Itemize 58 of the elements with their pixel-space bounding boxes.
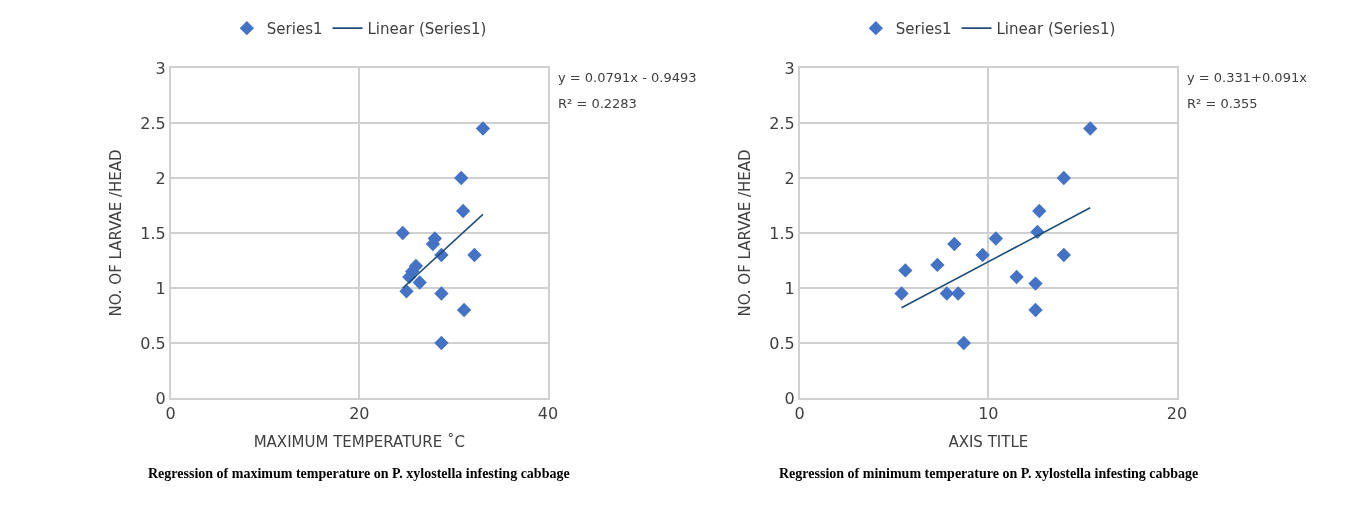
point — [975, 247, 990, 263]
y-axis-title: NO. OF LARVAE /HEAD — [735, 149, 754, 317]
point — [399, 284, 414, 299]
y-tick-label: 0 — [784, 388, 795, 408]
y-tick-label: 0.5 — [769, 333, 795, 353]
y-tick-label: 1.5 — [140, 223, 166, 243]
point — [951, 286, 966, 301]
x-tick-label: 40 — [537, 403, 559, 423]
y-axis-title: NO. OF LARVAE /HEAD — [106, 149, 125, 317]
point — [1056, 170, 1071, 186]
point — [1083, 121, 1098, 136]
y-tick-label: 0 — [155, 388, 166, 408]
point — [395, 225, 410, 241]
legend-label: Linear (Series1) — [996, 20, 1116, 38]
x-tick-label: 20 — [1166, 403, 1188, 423]
point — [475, 121, 491, 136]
point — [947, 236, 962, 252]
y-tick-label: 2 — [155, 168, 166, 188]
point — [1028, 302, 1043, 318]
point — [467, 247, 482, 263]
point — [434, 286, 449, 301]
y-tick-label: 2.5 — [140, 113, 166, 133]
point — [434, 335, 449, 351]
point — [412, 275, 427, 290]
point — [1032, 203, 1047, 219]
y-tick-label: 1.5 — [769, 223, 795, 243]
point — [455, 203, 471, 219]
text: y = 0.331+0.091x — [1187, 70, 1308, 85]
point — [956, 335, 971, 351]
y-tick-label: 1 — [784, 278, 795, 298]
y-tick-label: 1 — [155, 278, 166, 298]
x-tick-label: 20 — [349, 403, 370, 423]
text: y = 0.0791x - 0.9493 — [558, 70, 697, 85]
point — [939, 286, 954, 301]
text: R² = 0.355 — [1187, 96, 1258, 111]
point — [894, 286, 909, 301]
y-tick-label: 2.5 — [769, 113, 795, 133]
point — [454, 170, 469, 186]
y-tick-label: 3 — [784, 58, 795, 78]
legend-label: Series1 — [895, 20, 952, 38]
y-tick-label: 2 — [784, 168, 795, 188]
point — [930, 257, 945, 273]
point — [988, 231, 1004, 246]
point — [1056, 247, 1071, 263]
point — [1028, 276, 1043, 291]
point — [1009, 269, 1024, 285]
legend-label: Linear (Series1) — [367, 20, 487, 38]
text: R² = 0.2283 — [558, 96, 637, 111]
text: Regression of maximum temperature on P. xylostella infesting cabbage — [148, 466, 570, 481]
y-tick-label: 0.5 — [140, 333, 166, 353]
text: Regression of minimum temperature on P. xylostella infesting cabbage — [779, 466, 1199, 481]
legend-label: Series1 — [266, 20, 323, 38]
point — [898, 263, 913, 278]
x-axis-title: MAXIMUM TEMPERATURE ˚C — [253, 433, 466, 452]
x-axis-title: AXIS TITLE — [948, 433, 1029, 452]
x-tick-label: 10 — [978, 403, 999, 423]
y-tick-label: 3 — [155, 58, 166, 78]
point — [456, 302, 472, 318]
